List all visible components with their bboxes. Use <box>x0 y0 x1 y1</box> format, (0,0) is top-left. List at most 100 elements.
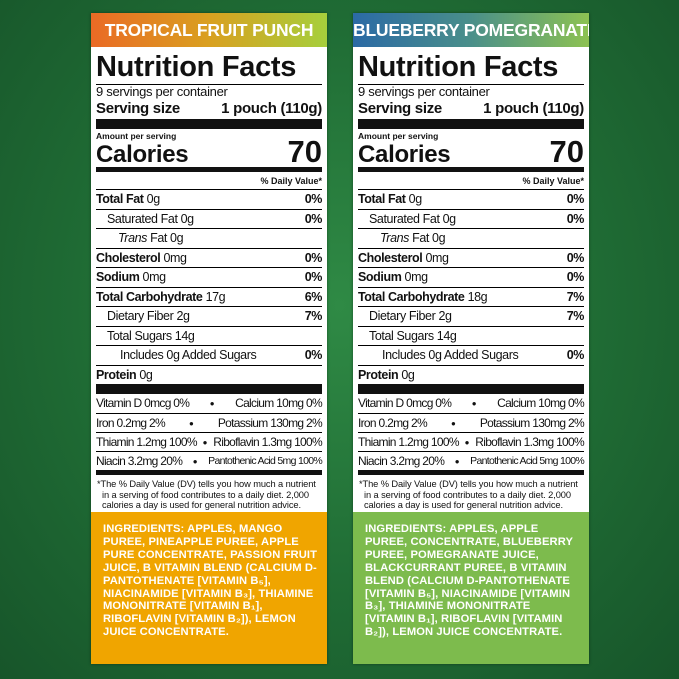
vitamin-right: Riboflavin 1.3mg 100% <box>475 434 584 449</box>
nutrient-label: Total Sugars 14g <box>96 327 195 346</box>
nutrient-amount: 0mg <box>404 270 429 284</box>
nutrient-amount: 17g <box>205 289 226 304</box>
nutrient-amount: Fat 0g <box>412 231 446 245</box>
nutrient-label: Sodium 0mg <box>96 268 166 287</box>
bullet-icon: ● <box>454 456 460 466</box>
nutrient-label: Total Fat 0g <box>358 190 422 209</box>
nutrient-amount: 0g <box>401 367 415 382</box>
ingredients-box: INGREDIENTS: APPLES, APPLE PUREE, CONCEN… <box>353 512 589 664</box>
nutrient-daily-value: 0% <box>304 348 323 362</box>
vitamin-right: Pantothenic Acid 5mg 100% <box>208 454 323 467</box>
nutrient-name: Total Sugars <box>369 328 434 343</box>
nutrient-row: Dietary Fiber 2g 7% <box>358 306 584 326</box>
calories-value: 70 <box>287 134 322 169</box>
nutrient-row: Total Carbohydrate 17g 6% <box>96 286 323 307</box>
nutrient-row: Saturated Fat 0g 0% <box>96 208 323 229</box>
bullet-icon: ● <box>450 418 456 428</box>
amount-per-serving: Amount per serving <box>96 131 177 141</box>
vitamin-row: Thiamin 1.2mg 100% ● Riboflavin 1.3mg 100% <box>96 432 323 451</box>
nutrient-daily-value: 0% <box>304 211 323 226</box>
nutrient-amount: 0mg <box>142 270 167 284</box>
tropical-fruit-punch-panel: TROPICAL FRUIT PUNCH Nutrition Facts 9 ser… <box>91 13 327 664</box>
vitamin-row: Vitamin D 0mcg 0% ● Calcium 10mg 0% <box>96 394 323 413</box>
daily-value-footnote: *The % Daily Value (DV) tells you how mu… <box>359 479 578 510</box>
vitamin-row: Vitamin D 0mcg 0% ● Calcium 10mg 0% <box>358 394 585 413</box>
calories-label: Calories <box>96 141 189 168</box>
nutrient-row: Cholesterol 0mg 0% <box>358 247 584 268</box>
medium-divider <box>96 470 322 475</box>
medium-divider <box>96 167 322 172</box>
nutrient-label: Trans Fat 0g <box>358 229 446 248</box>
nutrient-row: Protein 0g <box>96 364 322 385</box>
nutrient-amount: 18g <box>467 289 488 304</box>
serving-size-value: 1 pouch (110g) <box>221 100 322 117</box>
vitamin-left: Vitamin D 0mcg 0% <box>358 396 452 410</box>
nutrient-name: Dietary Fiber <box>369 309 436 323</box>
nutrient-amount: 0g <box>180 211 195 226</box>
vitamin-right: Calcium 10mg 0% <box>235 396 323 410</box>
vitamin-left: Iron 0.2mg 2% <box>96 415 166 430</box>
nutrient-amount: 0g <box>139 367 153 382</box>
nutrient-daily-value: 7% <box>566 289 585 304</box>
nutrient-row: Cholesterol 0mg 0% <box>96 247 322 268</box>
ingredients-box: INGREDIENTS: APPLES, MANGO PUREE, PINEAP… <box>91 512 327 664</box>
medium-divider <box>358 167 584 172</box>
bullet-icon: ● <box>192 456 198 466</box>
nutrient-name: Protein <box>96 367 137 382</box>
vitamin-row: Niacin 3.2mg 20% ● Pantothenic Acid 5mg 10… <box>96 451 323 470</box>
nutrient-amount: 0g <box>408 192 423 206</box>
nutrient-row: Total Carbohydrate 18g 7% <box>358 286 585 307</box>
nutrient-label: Includes 0g Added Sugars <box>96 346 257 365</box>
nutrient-label: Saturated Fat 0g <box>358 210 456 229</box>
nutrient-amount: 0mg <box>425 250 449 265</box>
vitamins-section: Vitamin D 0mcg 0% ● Calcium 10mg 0% Iron 0.… <box>96 394 323 470</box>
servings-per-container: 9 servings per container <box>96 84 228 99</box>
vitamin-row: Iron 0.2mg 2% ● Potassium 130mg 2% <box>96 413 323 432</box>
nutrient-daily-value: 6% <box>304 289 323 304</box>
nutrient-name: Sodium <box>358 270 402 284</box>
nutrition-label: Nutrition Facts 9 servings per container S… <box>91 47 327 512</box>
daily-value-footnote: *The % Daily Value (DV) tells you how mu… <box>97 479 316 510</box>
nutrient-daily-value: 0% <box>566 270 585 284</box>
nutrient-amount: 0g <box>146 192 161 206</box>
nutrient-name: Total Fat <box>96 192 144 206</box>
nutrient-label: Protein 0g <box>96 366 153 385</box>
nutrient-label: Trans Fat 0g <box>96 229 184 248</box>
nutrient-label: Total Sugars 14g <box>358 327 457 346</box>
nutrient-row: Sodium 0mg 0% <box>358 267 584 287</box>
vitamin-left: Thiamin 1.2mg 100% <box>96 434 197 449</box>
vitamin-right: Potassium 130mg 2% <box>479 415 585 430</box>
nutrient-name: Cholesterol <box>96 250 161 265</box>
bullet-icon: ● <box>188 418 194 428</box>
vitamin-row: Iron 0.2mg 2% ● Potassium 130mg 2% <box>358 413 585 432</box>
nutrient-row: Total Sugars 14g <box>358 325 584 346</box>
vitamin-right: Pantothenic Acid 5mg 100% <box>470 454 585 467</box>
serving-size-row: Serving size 1 pouch (110g) <box>358 99 584 119</box>
nutrient-label: Protein 0g <box>358 366 415 385</box>
nutrient-name: Total Fat <box>358 192 406 206</box>
nutrient-row: Trans Fat 0g <box>96 228 322 248</box>
vitamin-left: Iron 0.2mg 2% <box>358 415 428 430</box>
vitamin-left: Niacin 3.2mg 20% <box>96 453 183 468</box>
nutrient-name: Total Sugars <box>107 328 172 343</box>
nutrition-facts-title: Nutrition Facts <box>96 47 322 85</box>
nutrient-label: Cholesterol 0mg <box>358 249 449 268</box>
nutrient-daily-value: 0% <box>304 270 323 284</box>
vitamin-right: Calcium 10mg 0% <box>497 396 585 410</box>
nutrient-daily-value: 0% <box>566 348 585 362</box>
serving-size-row: Serving size 1 pouch (110g) <box>96 99 322 119</box>
nutrient-row: Includes 0g Added Sugars 0% <box>358 345 584 365</box>
blueberry-pomegranate-panel: BLUEBERRY POMEGRANATE Nutrition Facts 9 se… <box>353 13 589 664</box>
thick-divider <box>358 384 584 394</box>
bullet-icon: ● <box>471 399 477 408</box>
nutrition-facts-title: Nutrition Facts <box>358 47 584 85</box>
nutrient-row: Total Fat 0g 0% <box>358 189 584 209</box>
serving-size-value: 1 pouch (110g) <box>483 100 584 117</box>
daily-value-header: % Daily Value* <box>522 176 584 186</box>
thick-divider <box>358 119 584 129</box>
serving-size-label: Serving size <box>96 100 180 117</box>
nutrient-name: Includes 0g Added Sugars <box>120 348 257 362</box>
vitamin-left: Thiamin 1.2mg 100% <box>358 434 459 449</box>
bullet-icon: ● <box>464 437 470 447</box>
nutrient-name: Trans <box>118 231 148 245</box>
